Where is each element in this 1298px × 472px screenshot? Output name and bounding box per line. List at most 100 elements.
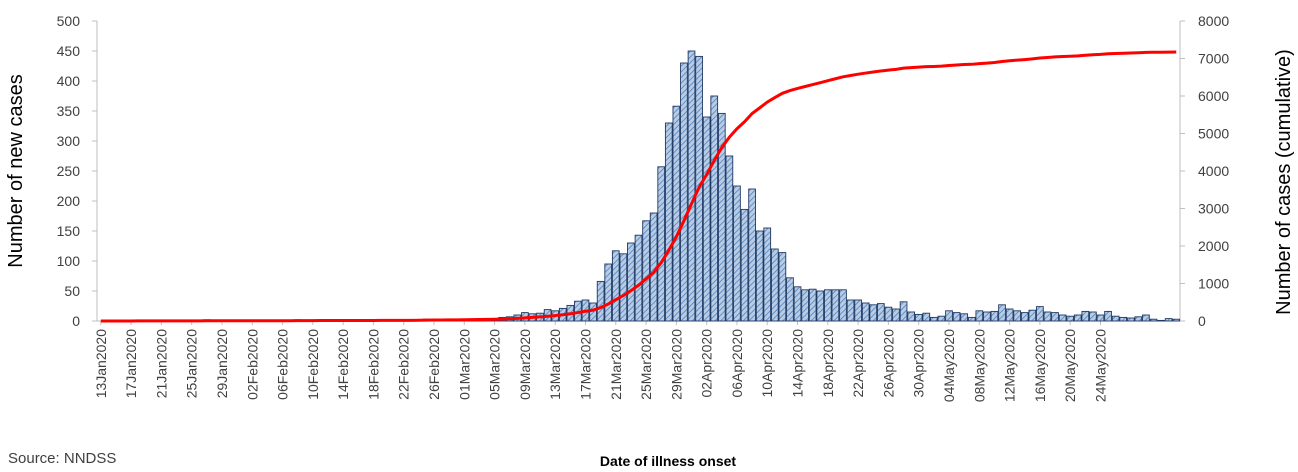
y-tick-label: 0 (72, 313, 80, 329)
bar (1157, 319, 1165, 322)
bar (1149, 318, 1158, 322)
y2-tick-label: 0 (1198, 313, 1206, 329)
x-tick-label: 18Apr2020 (820, 329, 836, 398)
y-tick-label: 100 (57, 253, 81, 269)
x-tick-label: 09Mar2020 (517, 329, 533, 400)
bar (975, 310, 984, 322)
bar (596, 280, 605, 322)
bar (930, 316, 938, 322)
x-tick-label: 10Feb2020 (305, 329, 321, 400)
x-tick-label: 06Feb2020 (275, 329, 291, 400)
y-tick-label: 450 (57, 43, 81, 59)
bar (1043, 311, 1052, 322)
x-tick-label: 21Jan2020 (153, 329, 169, 399)
x-axis-title: Date of illness onset (600, 453, 736, 469)
bar (755, 230, 764, 322)
bar (869, 304, 878, 322)
x-tick-label: 01Mar2020 (456, 329, 472, 400)
bar (619, 253, 628, 322)
bar (1104, 310, 1112, 322)
bar (937, 315, 946, 322)
bar (907, 311, 915, 322)
x-tick-label: 14Apr2020 (790, 329, 806, 398)
y-tick-label: 500 (57, 13, 81, 29)
bar (1142, 314, 1150, 322)
x-tick-label: 17Jan2020 (123, 329, 139, 399)
y-tick-label: 50 (64, 283, 80, 299)
bar (642, 220, 650, 322)
y-tick-label: 150 (57, 223, 81, 239)
bar (861, 302, 870, 322)
bar (680, 62, 688, 322)
bar (717, 112, 726, 322)
x-tick-label: 13Mar2020 (547, 329, 563, 400)
bar (808, 288, 817, 322)
x-tick-label: 20May2020 (1062, 329, 1078, 402)
x-tick-label: 25Mar2020 (638, 329, 654, 400)
bar (1081, 310, 1090, 322)
bar (763, 227, 772, 322)
x-tick-label: 30Apr2020 (911, 329, 927, 398)
y-tick-label: 300 (57, 133, 81, 149)
bar (1036, 306, 1044, 322)
x-tick-label: 26Feb2020 (426, 329, 442, 400)
bar (1013, 310, 1022, 322)
bar (589, 302, 597, 322)
x-tick-label: 29Jan2020 (214, 329, 230, 399)
bar (604, 263, 613, 322)
x-tick-label: 18Feb2020 (365, 329, 381, 400)
x-tick-label: 05Mar2020 (487, 329, 503, 400)
x-tick-label: 22Apr2020 (850, 329, 866, 398)
x-tick-label: 04May2020 (941, 329, 957, 402)
bar (816, 290, 825, 322)
y2-tick-label: 8000 (1198, 13, 1229, 29)
x-tick-label: 22Feb2020 (396, 329, 412, 400)
y-axis-title: Number of new cases (5, 74, 27, 267)
x-tick-label: 02Apr2020 (699, 329, 715, 398)
bar (1028, 309, 1037, 322)
x-tick-label: 12May2020 (1002, 329, 1018, 402)
bar (945, 310, 953, 322)
bar (846, 299, 855, 322)
y-tick-label: 400 (57, 73, 81, 89)
bar (960, 313, 968, 322)
cumulative-line (100, 50, 1177, 323)
bar (672, 105, 681, 322)
y2-tick-label: 3000 (1198, 201, 1229, 217)
x-tick-label: 16May2020 (1032, 329, 1048, 402)
bar (725, 155, 734, 322)
bar (687, 50, 696, 322)
bar (627, 242, 635, 322)
bar (1172, 318, 1181, 322)
bar (831, 289, 840, 322)
x-tick-label: 06Apr2020 (729, 329, 745, 398)
bar (801, 289, 809, 322)
y2-tick-label: 2000 (1198, 238, 1229, 254)
bar (1005, 308, 1014, 322)
x-tick-label: 08May2020 (971, 329, 987, 402)
y-tick-label: 200 (57, 193, 81, 209)
x-tick-label: 10Apr2020 (759, 329, 775, 398)
bar (1066, 315, 1075, 322)
bar (823, 289, 832, 322)
bar-series (112, 50, 1181, 322)
y2-tick-label: 6000 (1198, 88, 1229, 104)
bar (770, 248, 779, 322)
axis-labels: 0501001502002503003504004505000100020003… (57, 13, 1230, 402)
bar (1020, 312, 1029, 322)
bar (1089, 311, 1097, 322)
bar (710, 95, 719, 322)
bar (1126, 317, 1135, 322)
bar (983, 311, 991, 322)
y2-tick-label: 4000 (1198, 163, 1229, 179)
y2-axis-title: Number of cases (cumulative) (1273, 49, 1295, 315)
bar (839, 289, 847, 322)
x-tick-label: 21Mar2020 (608, 329, 624, 400)
bar (778, 252, 787, 322)
bar (952, 312, 961, 322)
bar (998, 304, 1006, 322)
bar (1058, 314, 1067, 322)
x-tick-label: 25Jan2020 (184, 329, 200, 399)
bar (793, 286, 802, 322)
bar (892, 308, 900, 322)
